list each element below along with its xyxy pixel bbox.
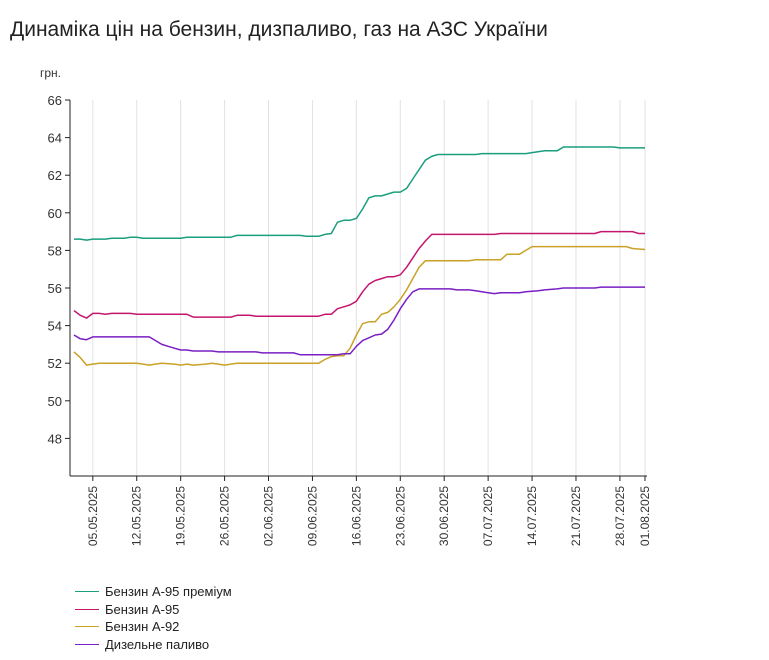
x-tick-label: 28.07.2025 — [613, 486, 627, 546]
x-tick-label: 23.06.2025 — [393, 486, 407, 546]
x-tick-label: 16.06.2025 — [349, 486, 363, 546]
legend-label: Бензин А-92 — [105, 619, 180, 635]
x-tick-labels: 05.05.2025 12.05.2025 19.05.2025 26.05.2025… — [86, 476, 652, 546]
chart-title: Динаміка цін на бензин, дизпаливо, газ н… — [10, 18, 548, 41]
y-tick-label: 54 — [48, 319, 62, 334]
y-tick-label: 62 — [48, 168, 62, 183]
y-tick-label: 50 — [48, 394, 62, 409]
legend-label: Бензин А-95 преміум — [105, 584, 232, 600]
y-tick-label: 52 — [48, 356, 62, 371]
grid-lines — [92, 100, 646, 476]
series-line-1 — [74, 146, 645, 241]
x-tick-label: 26.05.2025 — [218, 486, 232, 546]
legend-item: Дизельне паливо — [75, 636, 232, 654]
y-axis-unit-label: грн. — [40, 66, 61, 80]
x-tick-label: 12.05.2025 — [130, 486, 144, 546]
legend-item: Бензин А-92 — [75, 618, 232, 636]
axes: грн. — [40, 66, 647, 477]
x-tick-label: 19.05.2025 — [174, 486, 188, 546]
legend-label: Бензин А-95 — [105, 601, 180, 617]
series-lines — [73, 146, 646, 366]
series-line-4 — [73, 286, 645, 356]
x-tick-label: 01.08.2025 — [638, 486, 652, 546]
y-tick-label: 66 — [48, 93, 62, 108]
series-line-3 — [73, 245, 646, 366]
legend-swatch — [75, 643, 99, 645]
x-tick-label: 14.07.2025 — [525, 486, 539, 546]
y-tick-labels: 48 50 52 54 56 58 60 62 64 66 — [48, 93, 70, 446]
x-tick-label: 07.07.2025 — [481, 486, 495, 546]
chart-legend: Бензин А-95 преміум Бензин А-95 Бензин А-9… — [75, 583, 232, 653]
legend-swatch — [75, 591, 99, 593]
legend-swatch — [75, 608, 99, 610]
y-tick-label: 48 — [48, 431, 62, 446]
x-tick-label: 09.06.2025 — [305, 486, 319, 546]
legend-item: Бензин А-95 — [75, 601, 232, 619]
series-line-2 — [73, 230, 645, 319]
x-tick-label: 05.05.2025 — [86, 486, 100, 546]
legend-item: Бензин А-95 преміум — [75, 583, 232, 601]
legend-swatch — [75, 626, 99, 628]
y-tick-label: 64 — [48, 131, 62, 146]
x-tick-label: 30.06.2025 — [437, 486, 451, 546]
y-tick-label: 60 — [48, 206, 62, 221]
x-tick-label: 02.06.2025 — [262, 486, 276, 546]
y-tick-label: 56 — [48, 281, 62, 296]
legend-label: Дизельне паливо — [105, 636, 210, 652]
x-tick-label: 21.07.2025 — [569, 486, 583, 546]
y-tick-label: 58 — [48, 243, 62, 258]
